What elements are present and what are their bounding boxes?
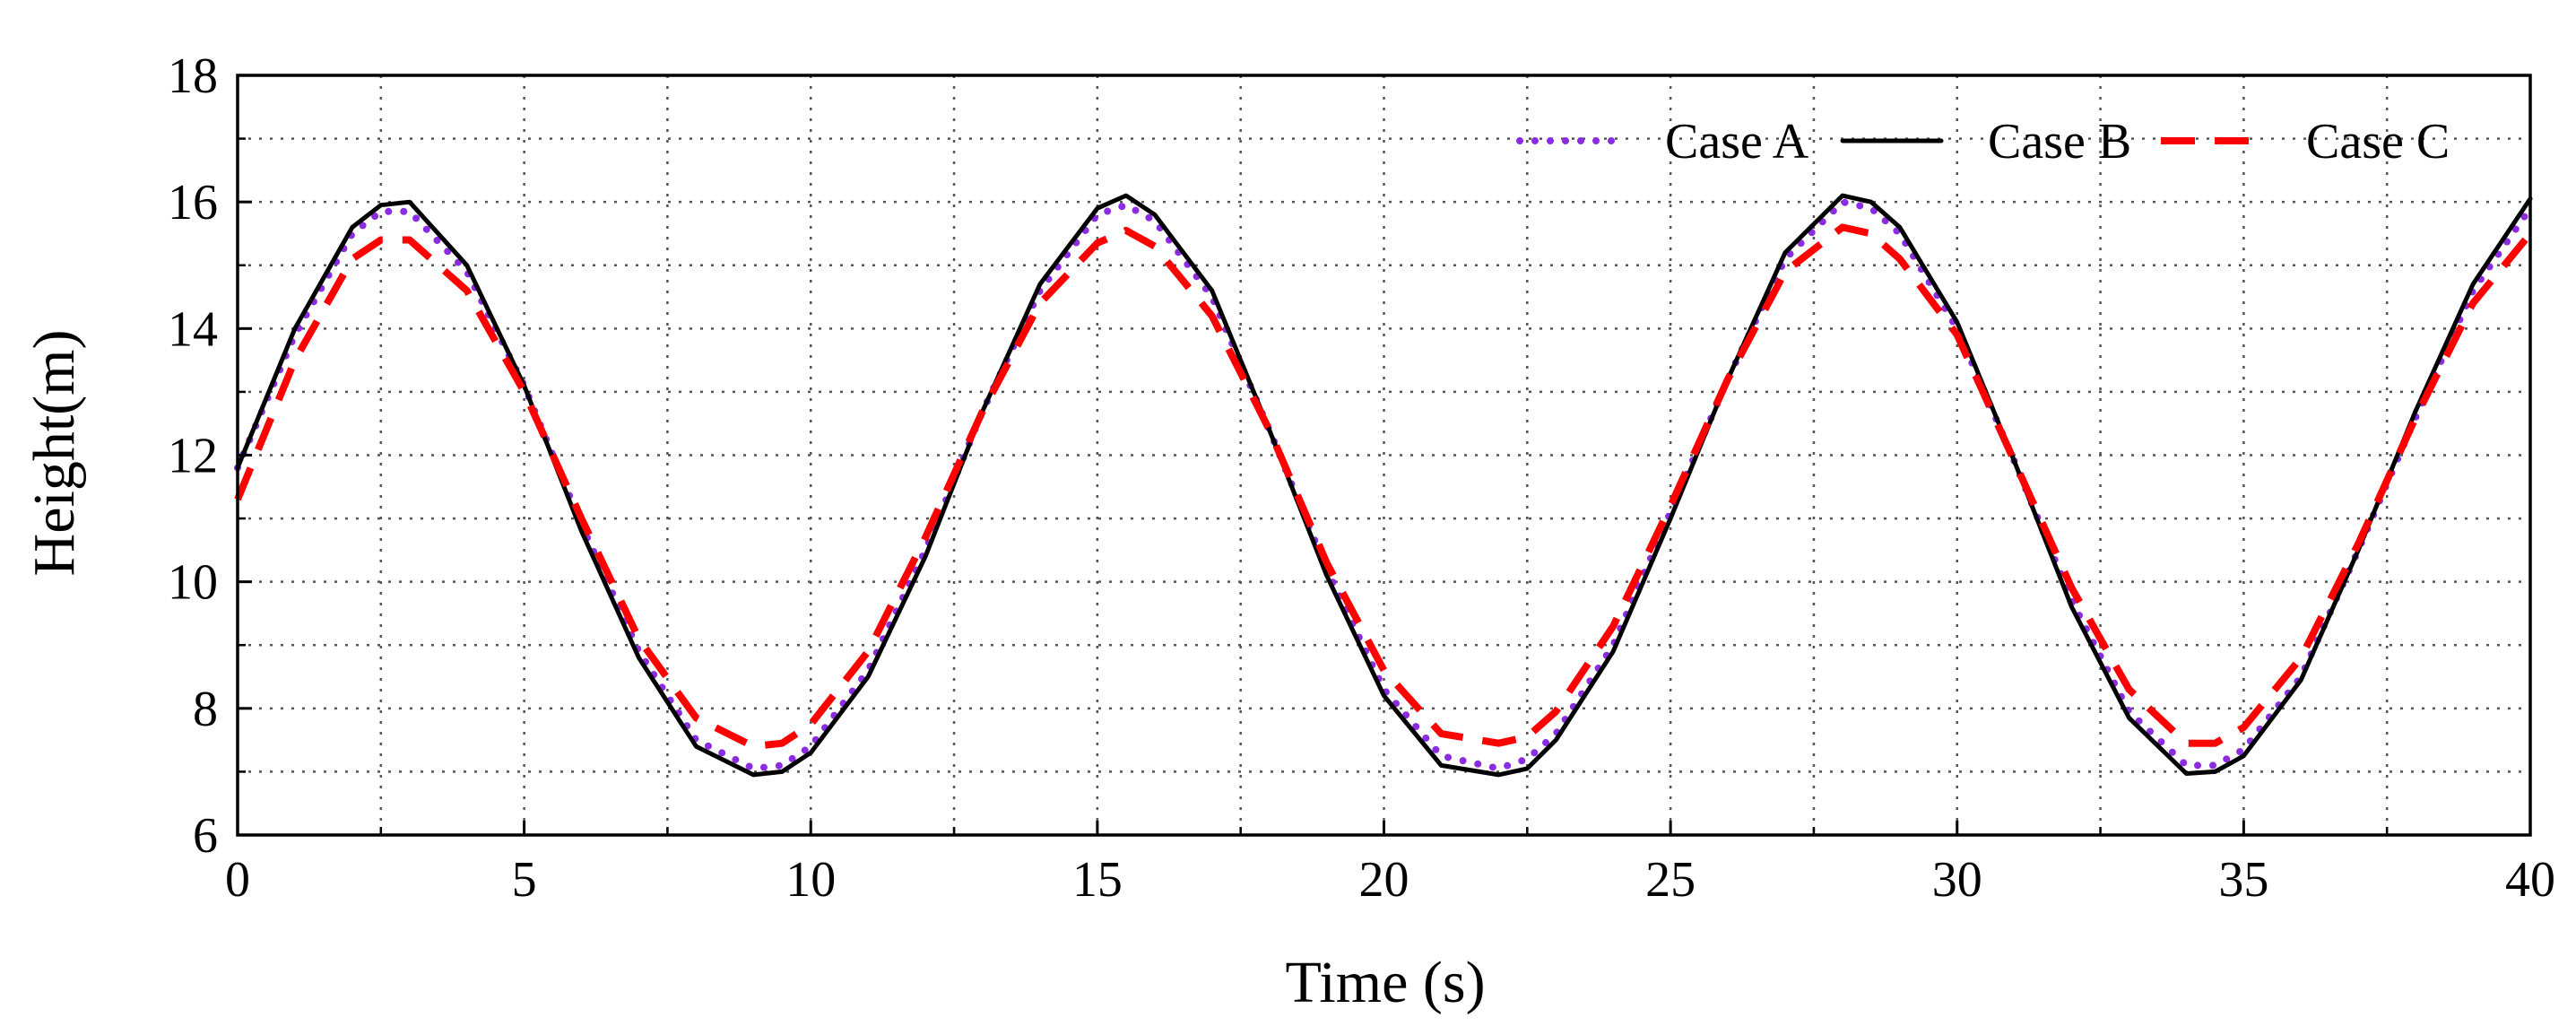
y-tick-label: 8 xyxy=(193,682,218,737)
x-tick-label: 30 xyxy=(1932,852,1982,908)
legend-label: Case B xyxy=(1988,114,2131,170)
legend-label: Case A xyxy=(1665,114,1809,170)
x-tick-label: 10 xyxy=(785,852,836,908)
x-tick-label: 40 xyxy=(2505,852,2555,908)
y-tick-label: 10 xyxy=(168,555,218,611)
y-tick-label: 16 xyxy=(168,175,218,230)
y-tick-label: 18 xyxy=(168,48,218,104)
legend: Case A Case B Case C xyxy=(1516,114,2450,170)
series-line-case-a xyxy=(234,198,2534,772)
y-tick-label: 6 xyxy=(193,808,218,864)
legend-label: Case C xyxy=(2306,114,2450,170)
y-tick-label: 14 xyxy=(168,301,218,357)
x-tick-label: 35 xyxy=(2218,852,2268,908)
y-axis-title: Height(m) xyxy=(22,330,87,577)
grid-layer xyxy=(238,75,2530,835)
series-line-case-b xyxy=(235,193,2533,778)
axes-layer: 0 5 10 15 20 25 30 35 40 6 8 10 12 14 16 18 xyxy=(168,48,2555,908)
x-tick-label: 15 xyxy=(1072,852,1123,908)
x-tick-label: 25 xyxy=(1645,852,1696,908)
series-layer xyxy=(234,193,2534,778)
x-axis-title: Time (s) xyxy=(1285,950,1485,1015)
x-tick-label: 0 xyxy=(225,852,250,908)
y-tick-label: 12 xyxy=(168,429,218,484)
x-tick-label: 20 xyxy=(1359,852,1409,908)
x-tick-label: 5 xyxy=(512,852,537,908)
